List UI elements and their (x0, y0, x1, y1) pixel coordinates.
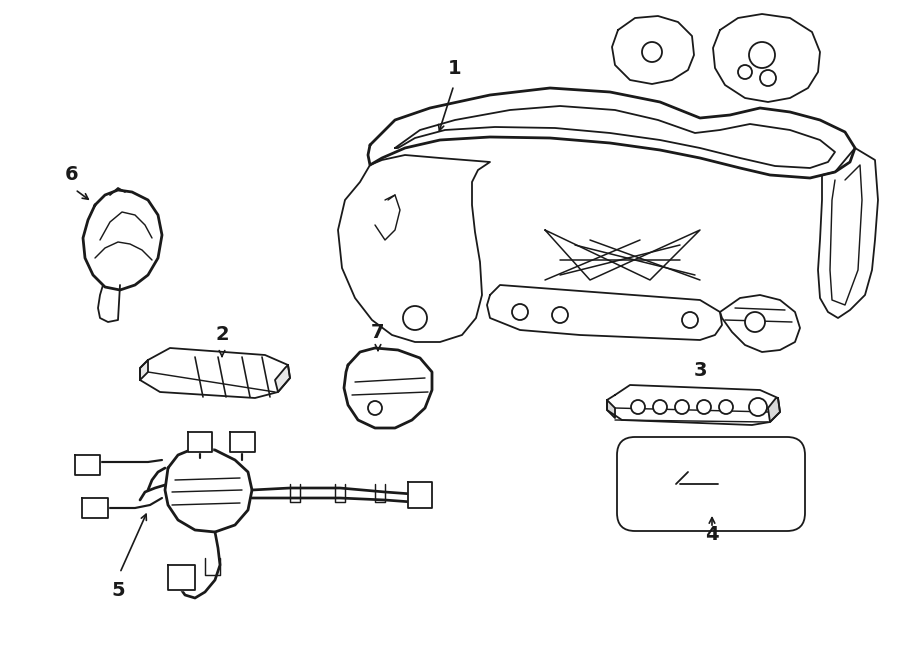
Text: 4: 4 (706, 525, 719, 545)
Polygon shape (338, 155, 490, 342)
Circle shape (749, 42, 775, 68)
Polygon shape (768, 398, 780, 422)
Polygon shape (607, 385, 780, 425)
Polygon shape (408, 482, 432, 508)
Text: 1: 1 (448, 59, 462, 77)
Text: 7: 7 (371, 323, 385, 342)
Polygon shape (188, 432, 212, 452)
Polygon shape (720, 295, 800, 352)
Polygon shape (165, 448, 252, 532)
Circle shape (552, 307, 568, 323)
Polygon shape (607, 400, 615, 418)
Polygon shape (82, 498, 108, 518)
Circle shape (682, 312, 698, 328)
Polygon shape (368, 88, 855, 178)
Polygon shape (75, 455, 100, 475)
Text: 3: 3 (693, 360, 706, 379)
Polygon shape (140, 360, 148, 380)
Circle shape (749, 398, 767, 416)
Polygon shape (487, 285, 722, 340)
Polygon shape (713, 14, 820, 102)
Circle shape (642, 42, 662, 62)
Polygon shape (612, 16, 694, 84)
Text: 6: 6 (65, 165, 79, 184)
Polygon shape (168, 565, 195, 590)
Circle shape (697, 400, 711, 414)
Circle shape (403, 306, 427, 330)
Circle shape (368, 401, 382, 415)
Text: 2: 2 (215, 325, 229, 344)
Polygon shape (140, 348, 290, 398)
Circle shape (745, 312, 765, 332)
Polygon shape (818, 148, 878, 318)
FancyBboxPatch shape (617, 437, 805, 531)
Circle shape (653, 400, 667, 414)
Circle shape (631, 400, 645, 414)
Circle shape (719, 400, 733, 414)
Text: 5: 5 (112, 580, 125, 600)
Polygon shape (275, 365, 290, 392)
Circle shape (738, 65, 752, 79)
Polygon shape (83, 190, 162, 290)
Polygon shape (230, 432, 255, 452)
Circle shape (512, 304, 528, 320)
Circle shape (760, 70, 776, 86)
Circle shape (675, 400, 689, 414)
Polygon shape (344, 348, 432, 428)
